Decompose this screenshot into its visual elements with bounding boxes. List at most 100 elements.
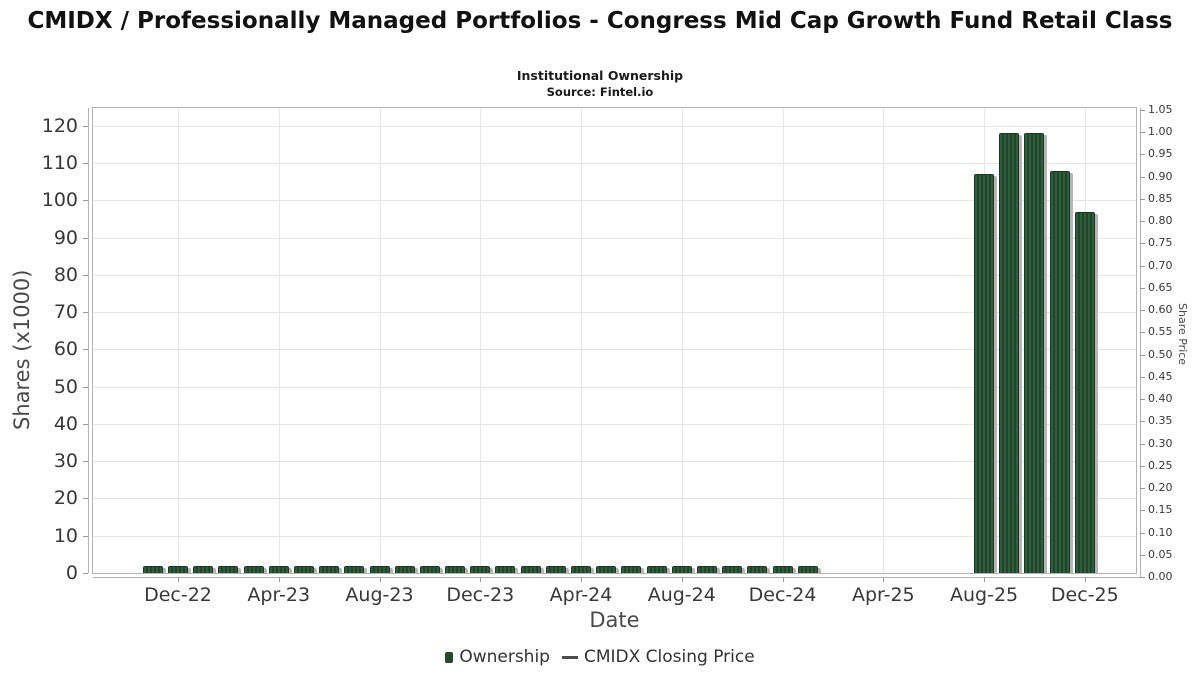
- ownership-bar[interactable]: [445, 565, 466, 573]
- ownership-bar[interactable]: [193, 565, 214, 573]
- ownership-bar[interactable]: [999, 133, 1020, 573]
- legend-label-closing-price: CMIDX Closing Price: [583, 647, 755, 667]
- price-axis-tick-label: 0.10: [1148, 525, 1173, 539]
- ownership-bar[interactable]: [344, 565, 365, 573]
- x-axis-tick-label: Apr-23: [247, 584, 311, 606]
- x-gridline: [581, 108, 583, 573]
- price-axis-tick-label: 0.15: [1148, 503, 1173, 517]
- ownership-bar[interactable]: [167, 565, 188, 573]
- price-axis-tick: [1140, 465, 1145, 467]
- y-axis-tick: [83, 274, 88, 276]
- price-axis-tick: [1140, 554, 1145, 556]
- ownership-bar[interactable]: [646, 565, 667, 573]
- ownership-bar[interactable]: [772, 565, 793, 573]
- ownership-bar[interactable]: [1024, 133, 1045, 573]
- y-axis-tick: [83, 200, 88, 202]
- y-axis-tick-label: 10: [53, 524, 78, 547]
- y-axis-tick: [83, 312, 88, 314]
- ownership-bar[interactable]: [596, 565, 617, 573]
- x-axis-tick-label: Aug-23: [345, 584, 414, 606]
- y-axis-tick-label: 0: [65, 562, 78, 584]
- price-axis-tick: [1140, 332, 1145, 334]
- y-axis-tick: [83, 125, 88, 127]
- ownership-bar[interactable]: [293, 565, 314, 573]
- ownership-bar[interactable]: [974, 174, 995, 573]
- ownership-bar[interactable]: [394, 565, 415, 573]
- y-axis-tick-label: 120: [41, 114, 78, 137]
- y-axis-tick-label: 100: [41, 189, 78, 212]
- price-axis-tick-label: 0.80: [1148, 214, 1173, 228]
- ownership-bar[interactable]: [722, 565, 743, 573]
- plot-area: [92, 107, 1137, 574]
- price-axis-tick: [1140, 198, 1145, 200]
- ownership-bar[interactable]: [142, 565, 163, 573]
- x-axis-tick: [278, 577, 280, 582]
- price-axis-tick-label: 0.60: [1148, 303, 1173, 317]
- chart-title: CMIDX / Professionally Managed Portfolio…: [27, 8, 1173, 34]
- y-gridline: [93, 461, 1136, 463]
- ownership-bar[interactable]: [545, 565, 566, 573]
- price-axis-tick-label: 1.05: [1148, 102, 1173, 116]
- price-axis-tick: [1140, 443, 1145, 445]
- x-axis-tick: [984, 577, 986, 582]
- ownership-bar[interactable]: [520, 565, 541, 573]
- y-axis-tick-label: 60: [53, 338, 78, 361]
- x-axis-tick-label: Apr-25: [851, 584, 915, 606]
- x-gridline: [480, 108, 482, 573]
- price-axis-tick-label: 0.00: [1148, 570, 1173, 583]
- y-axis-tick-label: 20: [53, 487, 78, 510]
- price-axis-tick: [1140, 376, 1145, 378]
- ownership-bar[interactable]: [369, 565, 390, 573]
- price-axis-tick: [1140, 399, 1145, 401]
- ownership-bar[interactable]: [696, 565, 717, 573]
- price-axis-tick-label: 0.90: [1148, 169, 1173, 183]
- left-axis-line: [88, 108, 89, 573]
- ownership-bar[interactable]: [747, 565, 768, 573]
- x-axis-tick: [379, 577, 381, 582]
- price-axis-tick: [1140, 310, 1145, 312]
- y-axis-tick: [83, 573, 88, 574]
- price-axis-tick-label: 0.50: [1148, 347, 1173, 361]
- ownership-bar[interactable]: [419, 565, 440, 573]
- ownership-bar[interactable]: [621, 565, 642, 573]
- price-axis-tick: [1140, 243, 1145, 245]
- price-axis-tick-label: 1.00: [1148, 125, 1173, 139]
- y-axis-tick: [83, 237, 88, 239]
- x-gridline: [681, 108, 683, 573]
- y-axis-tick: [83, 535, 88, 537]
- y-axis-tick: [83, 498, 88, 500]
- price-axis-tick-label: 0.45: [1148, 369, 1173, 383]
- x-axis-tick-label: Dec-24: [748, 584, 817, 606]
- ownership-bar[interactable]: [495, 565, 516, 573]
- price-axis-tick-label: 0.65: [1148, 280, 1173, 294]
- y-axis-tick: [83, 461, 88, 463]
- price-axis-tick-label: 0.70: [1148, 258, 1173, 272]
- y-axis-tick-label: 30: [53, 450, 78, 473]
- price-axis-tick: [1140, 354, 1145, 356]
- ownership-bar[interactable]: [243, 565, 264, 573]
- ownership-bar[interactable]: [268, 565, 289, 573]
- x-axis-tick: [581, 577, 583, 582]
- y-gridline: [93, 535, 1136, 537]
- ownership-bar[interactable]: [470, 565, 491, 573]
- ownership-bar[interactable]: [571, 565, 592, 573]
- chart-subtitle: Institutional Ownership: [516, 68, 684, 83]
- x-axis-tick-label: Aug-24: [647, 584, 716, 606]
- ownership-bar[interactable]: [319, 565, 340, 573]
- y-gridline: [93, 349, 1136, 351]
- ownership-bar[interactable]: [797, 565, 818, 573]
- y-axis-tick: [83, 386, 88, 388]
- bottom-axis-line: [93, 577, 1141, 578]
- ownership-bar[interactable]: [671, 565, 692, 573]
- ownership-bar[interactable]: [1049, 170, 1070, 573]
- legend-item-ownership[interactable]: Ownership: [445, 647, 550, 667]
- price-axis-tick-label: 0.75: [1148, 236, 1173, 250]
- x-axis-tick: [1084, 577, 1086, 582]
- ownership-bar[interactable]: [218, 565, 239, 573]
- ownership-bar[interactable]: [1074, 211, 1095, 573]
- legend-item-closing-price[interactable]: CMIDX Closing Price: [561, 647, 755, 667]
- y-axis-tick: [83, 349, 88, 351]
- price-axis-tick: [1140, 221, 1145, 223]
- legend-label-ownership: Ownership: [459, 647, 550, 667]
- x-gridline: [379, 108, 381, 573]
